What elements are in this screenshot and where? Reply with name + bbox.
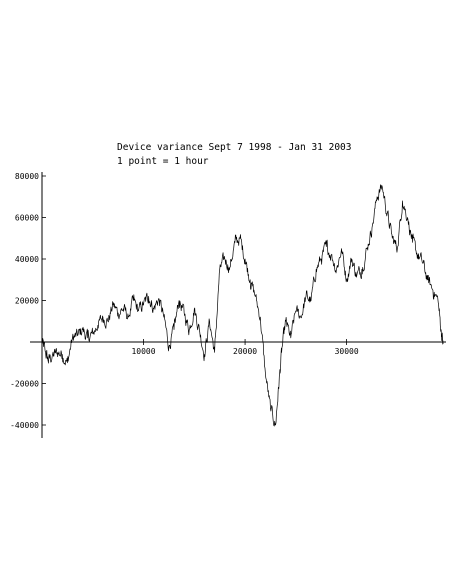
y-tick-label: 40000 xyxy=(15,255,39,264)
axis-ticks: 10000 20000 30000 80000 60000 40000 20000 -2000… xyxy=(10,172,359,430)
series-line xyxy=(41,184,444,427)
x-tick-label: 10000 xyxy=(131,347,155,356)
chart-subtitle: 1 point = 1 hour xyxy=(117,156,209,167)
x-tick-label: 20000 xyxy=(233,347,257,356)
y-tick-label: -40000 xyxy=(10,421,39,430)
chart-title: Device variance Sept 7 1998 - Jan 31 200… xyxy=(117,142,352,153)
y-tick-label: 20000 xyxy=(15,297,39,306)
y-tick-label: -20000 xyxy=(10,380,39,389)
y-tick-label: 60000 xyxy=(15,214,39,223)
y-tick-label: 80000 xyxy=(15,172,39,181)
x-tick-label: 30000 xyxy=(335,347,359,356)
